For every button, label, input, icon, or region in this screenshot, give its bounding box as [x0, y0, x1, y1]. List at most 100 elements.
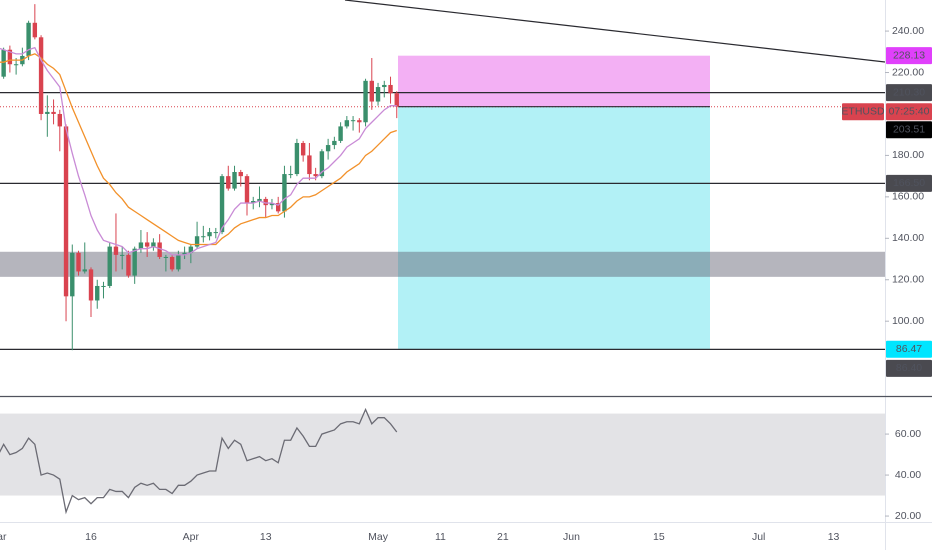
x-tick-label: 13 [828, 531, 840, 543]
candle-body [363, 80, 368, 123]
candle-body [269, 203, 275, 206]
candle-body [344, 120, 350, 127]
candle-body [144, 242, 150, 247]
x-tick-label: Apr [183, 531, 200, 543]
candle-body [51, 111, 56, 114]
candle-body [132, 248, 137, 276]
rsi-pane [0, 407, 885, 515]
candle-body [251, 201, 256, 204]
x-tick-label: Jun [563, 531, 580, 543]
candle-body [338, 126, 343, 141]
candle-body [26, 22, 31, 56]
candle-body [1, 49, 6, 77]
target-price-tag-bg [886, 340, 932, 358]
y-tick-label: 220.00 [892, 66, 924, 78]
level-price-tag-bg [886, 174, 932, 192]
target-zone [398, 106, 710, 350]
candle-body [113, 246, 119, 255]
y-tick-label: 140.00 [892, 232, 924, 244]
ema-fast-line [0, 46, 397, 256]
candle-body [332, 140, 337, 146]
candle-body [219, 176, 225, 233]
level-price-tag-bg [886, 359, 932, 377]
price-pane [0, 0, 885, 351]
candle-body [76, 252, 81, 272]
entry-price-tag-bg [886, 121, 932, 139]
rsi-band [0, 413, 885, 496]
candle-body [188, 246, 194, 253]
candle-body [263, 198, 268, 206]
candle-body [45, 111, 50, 114]
candle-body [350, 120, 356, 122]
stop-price-tag: 228.13 [893, 49, 925, 61]
candle-body [38, 37, 44, 114]
candle-body [213, 232, 218, 234]
stop-zone [398, 55, 710, 107]
symbol-tag: ETHUSD [841, 105, 885, 117]
y-tick-label: 180.00 [892, 149, 924, 161]
y2-tick-label: 20.00 [895, 510, 921, 522]
candle-body [394, 93, 399, 107]
y-tick-label: 160.00 [892, 191, 924, 203]
candle-body [300, 142, 306, 156]
candle-body [375, 87, 381, 102]
candle-body [82, 269, 87, 272]
candle-body [201, 236, 206, 238]
candle-body [182, 252, 187, 255]
x-tick-label: Jul [752, 531, 765, 543]
candle-body [226, 176, 231, 189]
symbol-tag-bg [842, 103, 884, 121]
candle-body [325, 145, 331, 152]
candle-body [313, 174, 318, 177]
y2-tick-label: 60.00 [895, 428, 921, 440]
candle-body [70, 252, 75, 297]
candle-body [157, 242, 162, 257]
x-tick-label: 11 [435, 531, 446, 543]
stop-price-tag-bg [886, 47, 932, 65]
candle-body [388, 84, 393, 94]
y-tick-label: 120.00 [892, 274, 924, 286]
candle-body [207, 232, 212, 237]
candle-body [238, 171, 243, 177]
candle-body [232, 171, 237, 189]
candle-body [194, 236, 200, 247]
candle-body [276, 203, 281, 212]
level-price-tag: 86.40 [896, 362, 922, 374]
candle-body [369, 80, 374, 102]
candle-body [95, 285, 100, 301]
candle-body [32, 22, 38, 38]
rsi-line [0, 407, 398, 515]
level-price-tag: 210.30 [893, 86, 925, 98]
candle-body [63, 126, 69, 297]
x-tick-label: May [368, 531, 389, 543]
y-tick-label: 100.00 [892, 315, 924, 327]
level-price-tag: 166.50 [893, 177, 925, 189]
candle-body [138, 242, 144, 249]
candle-body [282, 174, 287, 212]
x-tick-label: 13 [260, 531, 272, 543]
trend-line [344, 0, 885, 63]
candle-body [357, 120, 362, 123]
candle-body [126, 254, 131, 276]
candle-body [257, 198, 262, 202]
candle-body [288, 174, 293, 176]
level-price-tag-bg [886, 84, 932, 102]
candle-body [244, 176, 250, 204]
candle-body [57, 113, 62, 127]
candle-body [88, 269, 94, 301]
x-tick-label: 21 [497, 531, 509, 543]
x-tick-label: Mar [0, 531, 7, 543]
x-tick-label: 16 [85, 531, 97, 543]
candle-body [307, 155, 312, 175]
ema-slow-line [0, 53, 397, 246]
countdown-tag-bg [886, 103, 932, 121]
candle-body [294, 142, 300, 175]
candle-body [7, 49, 13, 65]
target-price-tag: 86.47 [896, 343, 922, 355]
y-tick-label: 240.00 [892, 25, 924, 37]
y2-tick-label: 40.00 [895, 469, 921, 481]
candle-body [176, 254, 181, 270]
candle-body [101, 285, 106, 287]
